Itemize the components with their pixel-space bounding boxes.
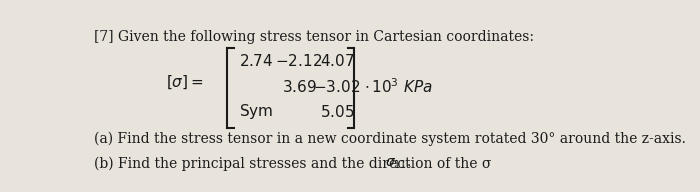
Text: $-3.02$: $-3.02$ <box>314 79 360 95</box>
Text: (a) Find the stress tensor in a new coordinate system rotated 30° around the z-a: (a) Find the stress tensor in a new coor… <box>94 131 686 146</box>
Text: $2.74$: $2.74$ <box>239 54 272 70</box>
Text: $-2.12$: $-2.12$ <box>276 54 323 70</box>
Text: $3.69$: $3.69$ <box>281 79 316 95</box>
Text: (b) Find the principal stresses and the direction of the σ: (b) Find the principal stresses and the … <box>94 156 491 171</box>
Text: $[\sigma] =$: $[\sigma] =$ <box>167 74 204 91</box>
Text: $4.07$: $4.07$ <box>320 54 354 70</box>
Text: $\cdot\,10^3\ \mathit{KPa}$: $\cdot\,10^3\ \mathit{KPa}$ <box>364 77 433 96</box>
Text: $\mathrm{Sym}$: $\mathrm{Sym}$ <box>239 102 273 121</box>
Text: $\sigma_{11}$.: $\sigma_{11}$. <box>385 156 412 171</box>
Text: [7] Given the following stress tensor in Cartesian coordinates:: [7] Given the following stress tensor in… <box>94 30 534 44</box>
Text: $5.05$: $5.05$ <box>320 104 354 120</box>
